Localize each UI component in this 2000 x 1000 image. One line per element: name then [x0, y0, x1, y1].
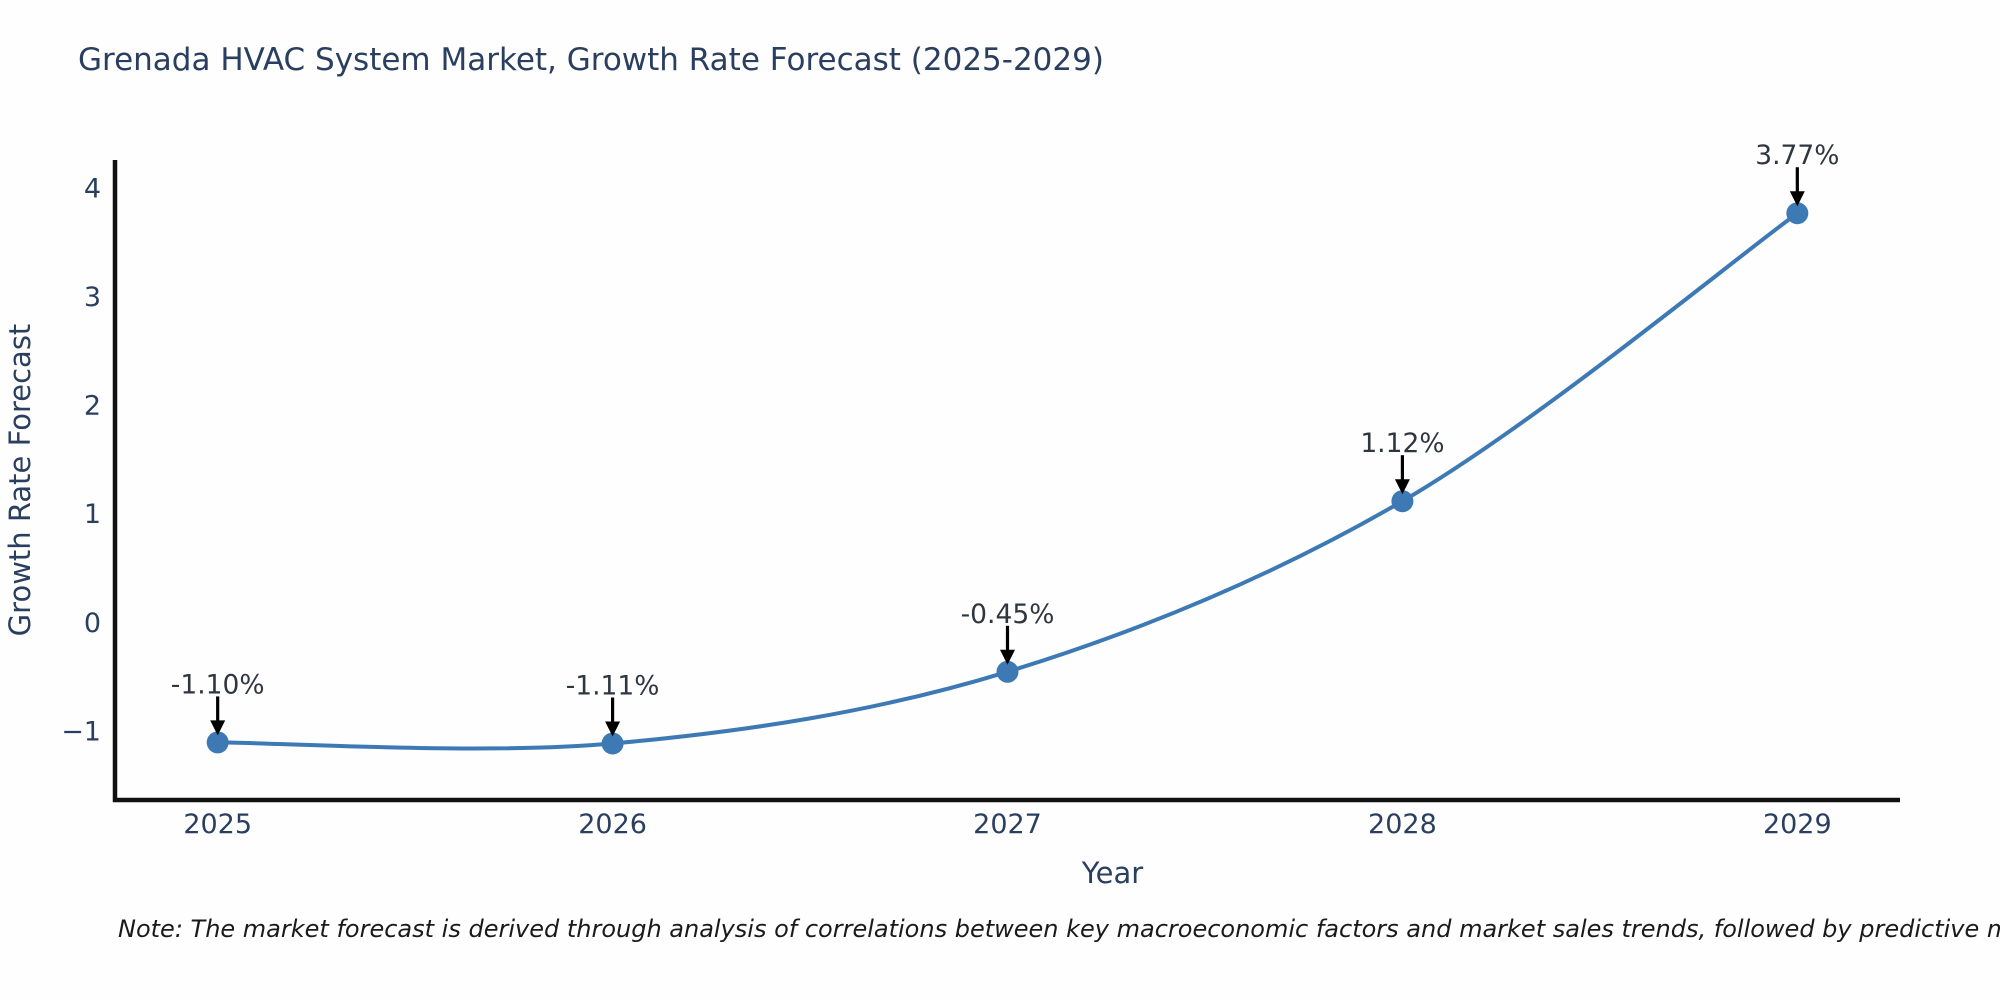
annotation-arrowhead: [1000, 649, 1015, 665]
footnote: Note: The market forecast is derived thr…: [118, 915, 2000, 943]
annotation-arrowhead: [605, 721, 621, 737]
point-value-label: -1.10%: [171, 669, 265, 700]
x-axis-title: Year: [1081, 856, 1143, 890]
point-value-label: 3.77%: [1755, 140, 1839, 171]
y-tick-label: 3: [84, 282, 101, 313]
x-tick-label: 2026: [578, 809, 647, 840]
y-axis-title: Growth Rate Forecast: [3, 324, 37, 637]
x-tick-label: 2027: [973, 809, 1042, 840]
y-tick-label: 4: [84, 173, 101, 204]
y-tick-label: 1: [84, 499, 101, 530]
y-tick-label: 0: [84, 608, 101, 639]
annotation-arrowhead: [1789, 191, 1805, 207]
data-point-marker: [1391, 490, 1414, 513]
annotation-arrowhead: [1394, 479, 1410, 495]
data-point-marker: [996, 660, 1019, 683]
annotation-arrowhead: [210, 720, 226, 736]
y-tick-label: −1: [61, 717, 101, 748]
point-value-label: -1.11%: [566, 670, 660, 701]
x-tick-label: 2028: [1368, 809, 1437, 840]
point-value-label: -0.45%: [961, 599, 1055, 630]
x-tick-label: 2025: [183, 809, 252, 840]
data-point-marker: [1786, 202, 1809, 225]
point-value-label: 1.12%: [1360, 428, 1444, 459]
chart-title: Grenada HVAC System Market, Growth Rate …: [78, 42, 1104, 78]
data-point-marker: [601, 732, 624, 755]
x-tick-label: 2029: [1763, 809, 1832, 840]
y-tick-label: 2: [84, 391, 101, 422]
data-point-marker: [206, 731, 229, 754]
